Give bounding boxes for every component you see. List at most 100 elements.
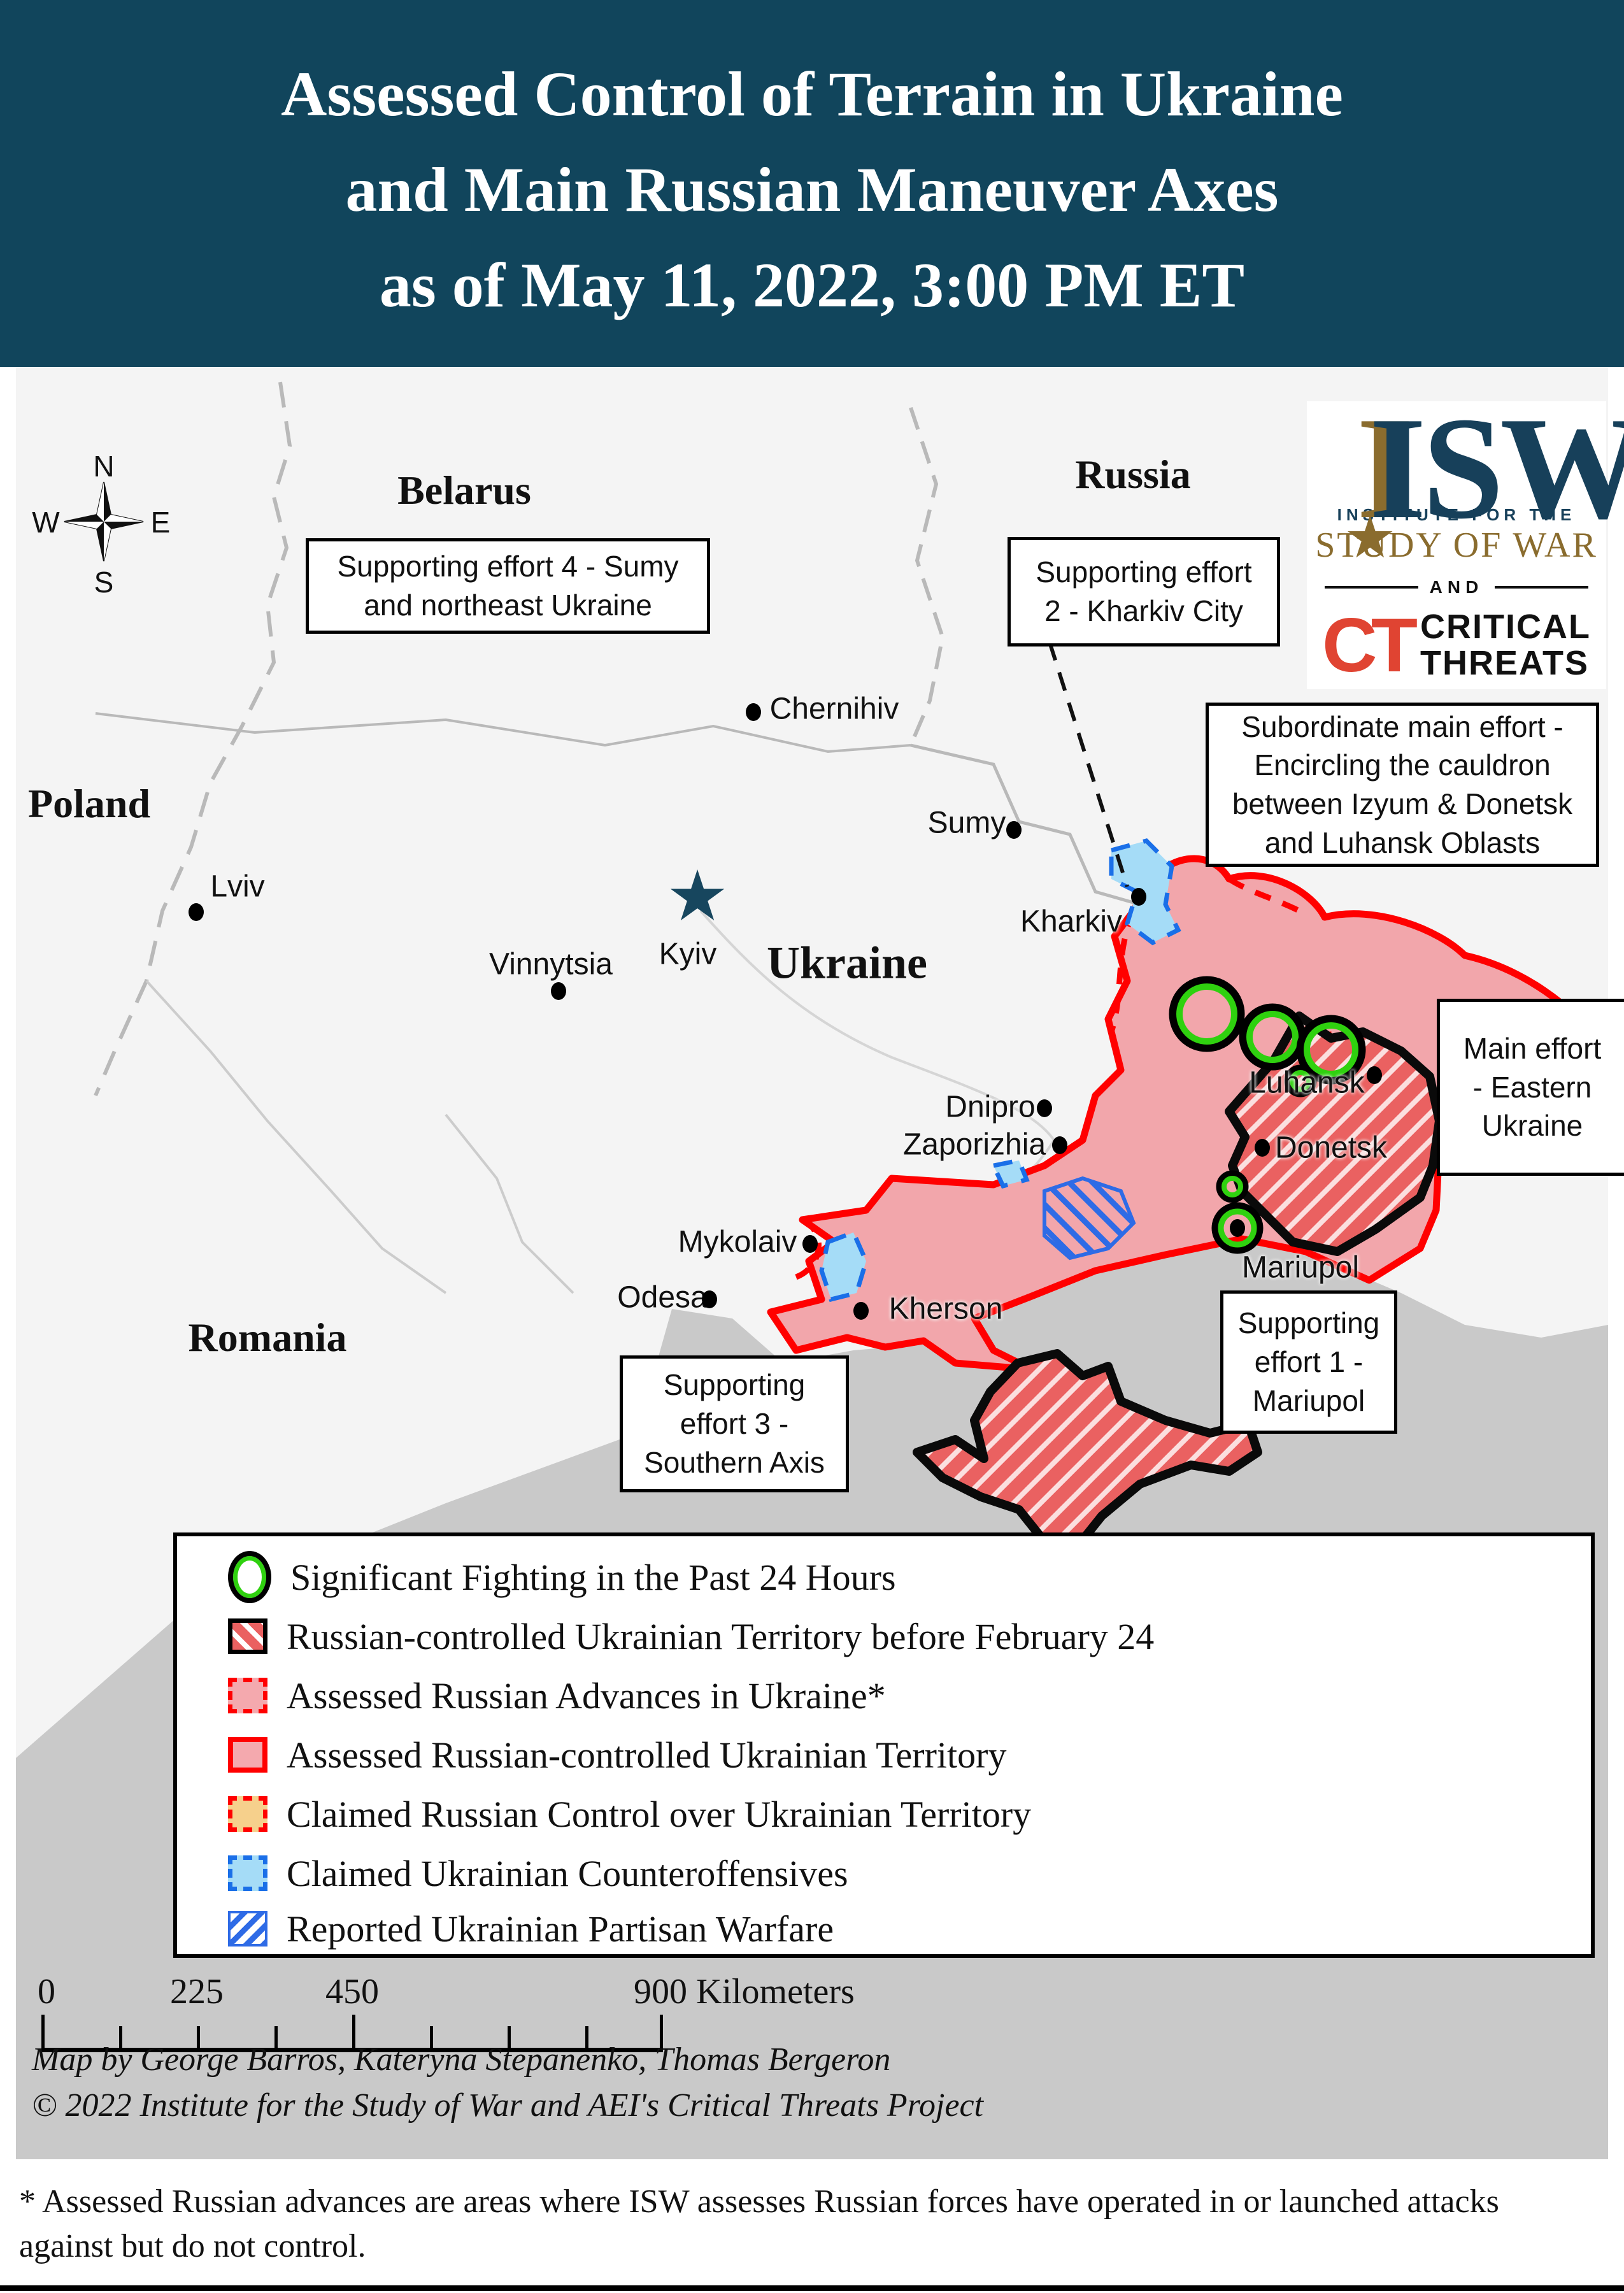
city-dot-kharkiv (1131, 888, 1146, 906)
city-label-kyiv: Kyiv (659, 937, 717, 971)
city-dot-luhansk (1367, 1066, 1382, 1084)
country-label-ukraine: Ukraine (767, 937, 927, 989)
fighting-circle-icon (228, 1551, 271, 1603)
claimed-russian-control-swatch (228, 1796, 267, 1832)
city-label-donetsk: Donetsk (1274, 1131, 1388, 1165)
title-line-3: as of May 11, 2022, 3:00 PM ET (379, 250, 1245, 320)
legend-row: Assessed Russian Advances in Ukraine* (228, 1673, 886, 1718)
ukrainian-counteroffensives-swatch (228, 1855, 267, 1891)
city-dot-vinnytsia (551, 982, 566, 1000)
prewar-donbas-area (1225, 1011, 1444, 1256)
svg-text:W: W (32, 506, 60, 539)
city-label-chernihiv: Chernihiv (769, 692, 899, 726)
country-label-belarus: Belarus (397, 468, 531, 513)
svg-text:E: E (151, 506, 171, 539)
legend: Significant Fighting in the Past 24 Hour… (173, 1532, 1595, 1958)
compass-rose-icon: N E S W (32, 450, 170, 599)
legend-row: Assessed Russian-controlled Ukrainian Te… (228, 1732, 1006, 1778)
callout-line: effort 1 - (1254, 1345, 1364, 1379)
city-dot-sumy (1006, 821, 1022, 839)
bottom-border-line (0, 2285, 1624, 2291)
legend-label: Russian-controlled Ukrainian Territory b… (287, 1615, 1155, 1657)
city-label-dnipro: Dnipro (945, 1090, 1036, 1124)
city-label-sumy: Sumy (927, 806, 1006, 840)
callout-line: Encircling the cauldron (1254, 748, 1551, 782)
partisan-warfare-area (1043, 1176, 1136, 1261)
divider-line (1325, 586, 1418, 589)
partisan-warfare-swatch (228, 1911, 267, 1947)
footnote-line: against but do not control. (19, 2228, 366, 2265)
city-label-vinnytsia: Vinnytsia (489, 947, 613, 982)
callout-line: - Eastern (1472, 1070, 1592, 1104)
city-label-luhansk: Luhansk (1249, 1066, 1365, 1100)
prewar-territory-swatch (228, 1618, 267, 1654)
credits-copyright: © 2022 Institute for the Study of War an… (32, 2087, 984, 2124)
scale-tick-label: 0 (38, 1972, 55, 2011)
callout-line: effort 3 - (680, 1407, 789, 1441)
legend-label: Reported Ukrainian Partisan Warfare (287, 1908, 834, 1950)
legend-label: Claimed Russian Control over Ukrainian T… (287, 1793, 1032, 1835)
legend-label: Significant Fighting in the Past 24 Hour… (290, 1556, 896, 1598)
fighting-circles (1169, 976, 1366, 1254)
country-label-russia: Russia (1075, 452, 1191, 497)
callout-line: Supporting effort (1036, 555, 1252, 589)
city-dot-donetsk (1255, 1139, 1270, 1157)
kyiv-capital-star-icon: ★ (666, 857, 729, 936)
legend-label: Assessed Russian Advances in Ukraine* (287, 1675, 886, 1717)
city-label-kharkiv: Kharkiv (1020, 904, 1123, 939)
callout-line: Subordinate main effort - (1241, 710, 1563, 743)
map-credits: Map by George Barros, Kateryna Stepanenk… (32, 2037, 983, 2129)
scale-tick-label: 225 (170, 1972, 224, 2011)
isw-study-of-war-text: STUDY OF WAR (1315, 525, 1598, 565)
callout-supporting-effort-2: Supporting effort 2 - Kharkiv City (1008, 537, 1280, 646)
callout-line: and northeast Ukraine (364, 589, 652, 622)
legend-label: Claimed Ukrainian Counteroffensives (287, 1852, 848, 1894)
country-label-poland: Poland (27, 781, 151, 826)
isw-gold-i: I (1357, 387, 1414, 549)
country-label-romania: Romania (188, 1315, 347, 1360)
callout-line: between Izyum & Donetsk (1232, 787, 1573, 820)
city-label-odesa: Odesa (617, 1280, 708, 1315)
divider-line (1495, 586, 1588, 589)
russian-controlled-swatch (228, 1737, 267, 1773)
city-dot-mykolaiv (802, 1235, 818, 1253)
russian-advances-swatch (228, 1678, 267, 1713)
callout-supporting-effort-3: Supporting effort 3 - Southern Axis (620, 1355, 849, 1492)
city-label-lviv: Lviv (210, 869, 265, 904)
callout-line: Southern Axis (644, 1445, 825, 1479)
isw-star-icon: ★ (1344, 505, 1397, 570)
critical-text: CRITICAL (1420, 608, 1591, 646)
isw-institute-text: INSTITUTE FOR THE (1337, 505, 1576, 524)
legend-row: Claimed Ukrainian Counteroffensives (228, 1850, 848, 1896)
scale-bar-line (41, 2011, 663, 2052)
callout-line: Ukraine (1481, 1109, 1583, 1143)
callout-supporting-effort-1: Supporting effort 1 - Mariupol (1220, 1290, 1397, 1434)
city-label-mykolaiv: Mykolaiv (678, 1225, 797, 1259)
legend-row: Claimed Russian Control over Ukrainian T… (228, 1791, 1031, 1837)
city-dot-lviv (189, 903, 204, 921)
city-dot-dnipro (1037, 1099, 1052, 1117)
title-line-2: and Main Russian Maneuver Axes (345, 154, 1279, 225)
svg-text:S: S (94, 566, 114, 599)
city-label-kherson: Kherson (888, 1292, 1003, 1326)
title-banner: Assessed Control of Terrain in Ukraine a… (0, 0, 1624, 367)
legend-row: Russian-controlled Ukrainian Territory b… (228, 1613, 1154, 1659)
callout-line: Main effort (1463, 1031, 1602, 1065)
and-text: AND (1429, 577, 1484, 597)
callout-line: and Luhansk Oblasts (1264, 825, 1541, 859)
legend-row: Reported Ukrainian Partisan Warfare (228, 1906, 834, 1952)
city-dot-kherson (853, 1302, 869, 1320)
callout-line: Mariupol (1252, 1383, 1365, 1417)
critical-threats-logo: CT CRITICAL THREATS (1322, 601, 1591, 689)
threats-text: THREATS (1420, 644, 1589, 682)
city-label-mariupol: Mariupol (1241, 1250, 1360, 1285)
callout-supporting-effort-4: Supporting effort 4 - Sumy and northeast… (306, 538, 710, 634)
callout-line: 2 - Kharkiv City (1044, 594, 1243, 627)
kharkiv-callout-leader (1048, 641, 1129, 887)
callout-main-effort: Main effort - Eastern Ukraine (1437, 999, 1624, 1176)
scale-tick-label: 450 (325, 1972, 379, 2011)
scale-bar: 0 225 450 900 Kilometers (38, 1971, 997, 2052)
prewar-crimea-area (913, 1349, 1262, 1552)
isw-ct-logo: I ISW ★ INSTITUTE FOR THE STUDY OF WAR A… (1307, 387, 1624, 689)
